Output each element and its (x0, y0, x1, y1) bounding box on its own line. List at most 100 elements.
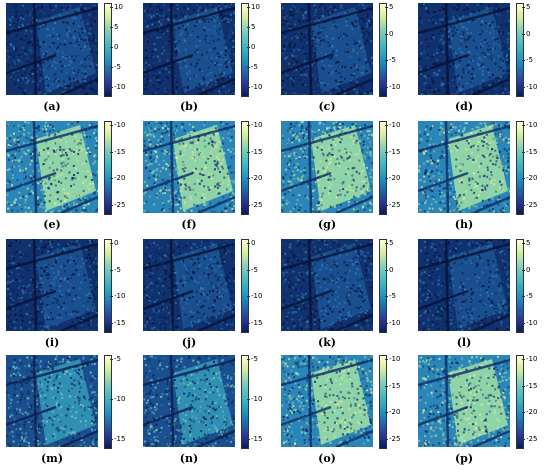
sar-image (6, 121, 98, 213)
panel-caption: (g) (317, 218, 337, 231)
sar-image (6, 3, 98, 95)
sar-image (418, 355, 510, 447)
colorbar-tick-label: -5 (385, 56, 396, 65)
colorbar-tick-label: 0 (109, 239, 119, 247)
colorbar-tick-label: -5 (522, 56, 533, 65)
colorbar-tick-label: 10 (247, 3, 260, 11)
colorbar-tick-label: -10 (246, 83, 263, 91)
colorbar-tick-label: 5 (246, 23, 256, 31)
panel-i: 0 -5 -10 -15 (i) (3, 236, 135, 354)
colorbar-tick-label: -10 (521, 121, 538, 129)
colorbar (516, 239, 524, 333)
colorbar-tick-label: -5 (385, 292, 396, 301)
colorbar (104, 3, 112, 97)
panel-c: 5 0 -5 -10 (c) (278, 0, 410, 118)
colorbar-tick-label: -10 (109, 292, 126, 301)
colorbar-tick-label: -15 (521, 147, 538, 156)
colorbar-tick-label: 5 (384, 239, 394, 247)
colorbar-tick-label: -15 (246, 435, 263, 443)
colorbar-tick-label: 10 (110, 3, 123, 11)
colorbar-tick-label: 5 (521, 239, 531, 247)
colorbar-tick-label: -10 (384, 319, 401, 327)
colorbar-tick-label: -10 (521, 319, 538, 327)
colorbar-tick-label: 5 (521, 3, 531, 11)
colorbar-tick-label: 0 (384, 29, 394, 38)
panel-d: 5 0 -5 -10 (d) (415, 0, 547, 118)
sar-image (281, 239, 373, 331)
colorbar-tick-label: 0 (521, 29, 531, 38)
colorbar-tick-label: -10 (521, 83, 538, 91)
colorbar-tick-label: -5 (522, 292, 533, 301)
colorbar-tick-label: -5 (110, 63, 121, 71)
colorbar-tick-label: -5 (247, 355, 258, 363)
panel-a: 10 5 0 -5 -10 (a) (3, 0, 135, 118)
colorbar (241, 3, 249, 97)
sar-image (6, 239, 98, 331)
panel-caption: (b) (179, 100, 199, 113)
colorbar-tick-label: 5 (384, 3, 394, 11)
colorbar (379, 121, 387, 215)
panel-p: -10 -15 -20 -25 (p) (415, 352, 547, 470)
panel-caption: (f) (181, 218, 197, 231)
colorbar-tick-label: -20 (521, 408, 538, 417)
colorbar-tick-label: -10 (246, 292, 263, 301)
colorbar-tick-label: -10 (109, 121, 126, 129)
colorbar-tick-label: -20 (521, 174, 538, 183)
panel-e: -10 -15 -20 -25 (e) (3, 118, 135, 236)
colorbar (379, 3, 387, 97)
panel-caption: (h) (454, 218, 474, 231)
sar-image (6, 355, 98, 447)
sar-image (143, 355, 235, 447)
panel-caption: (a) (43, 100, 61, 113)
colorbar-tick-label: -10 (521, 355, 538, 363)
panel-caption: (e) (43, 218, 61, 231)
panel-j: 0 -5 -10 -15 (j) (140, 236, 272, 354)
panel-f: -10 -15 -20 -25 (f) (140, 118, 272, 236)
sar-image (143, 121, 235, 213)
colorbar-tick-label: -20 (384, 174, 401, 183)
panel-caption: (i) (44, 336, 60, 349)
panel-l: 5 0 -5 -10 (l) (415, 236, 547, 354)
panel-caption: (p) (454, 452, 474, 465)
colorbar-tick-label: -10 (109, 83, 126, 91)
sar-image (418, 121, 510, 213)
colorbar-tick-label: -15 (109, 435, 126, 443)
colorbar-tick-label: -20 (109, 174, 126, 183)
panel-caption: (c) (318, 100, 336, 113)
panel-caption: (d) (454, 100, 474, 113)
panel-caption: (l) (456, 336, 472, 349)
panel-caption: (m) (40, 452, 64, 465)
colorbar-tick-label: -20 (384, 408, 401, 417)
colorbar-tick-label: -10 (246, 395, 263, 403)
colorbar-tick-label: 0 (246, 239, 256, 247)
colorbar-tick-label: -25 (109, 201, 126, 209)
sar-image (281, 3, 373, 95)
panel-caption: (j) (181, 336, 197, 349)
colorbar (379, 239, 387, 333)
colorbar (516, 3, 524, 97)
colorbar (241, 121, 249, 215)
colorbar (104, 355, 112, 449)
colorbar-tick-label: 0 (109, 43, 119, 51)
colorbar-tick-label: -5 (110, 355, 121, 363)
panel-k: 5 0 -5 -10 (k) (278, 236, 410, 354)
colorbar-tick-label: 0 (384, 265, 394, 274)
colorbar-tick-label: -10 (109, 395, 126, 403)
colorbar-tick-label: 0 (521, 265, 531, 274)
colorbar-tick-label: -15 (384, 381, 401, 390)
sar-image (281, 355, 373, 447)
panel-n: -5 -10 -15 (n) (140, 352, 272, 470)
panel-h: -10 -15 -20 -25 (h) (415, 118, 547, 236)
colorbar-tick-label: -5 (247, 265, 258, 274)
colorbar-tick-label: -10 (384, 83, 401, 91)
colorbar-tick-label: -5 (110, 265, 121, 274)
panel-caption: (n) (179, 452, 199, 465)
colorbar-tick-label: -25 (246, 201, 263, 209)
colorbar (516, 121, 524, 215)
colorbar-tick-label: -15 (521, 381, 538, 390)
panel-caption: (o) (318, 452, 336, 465)
panel-b: 10 5 0 -5 -10 (b) (140, 0, 272, 118)
colorbar-tick-label: -15 (246, 319, 263, 327)
colorbar (104, 239, 112, 333)
colorbar (241, 239, 249, 333)
